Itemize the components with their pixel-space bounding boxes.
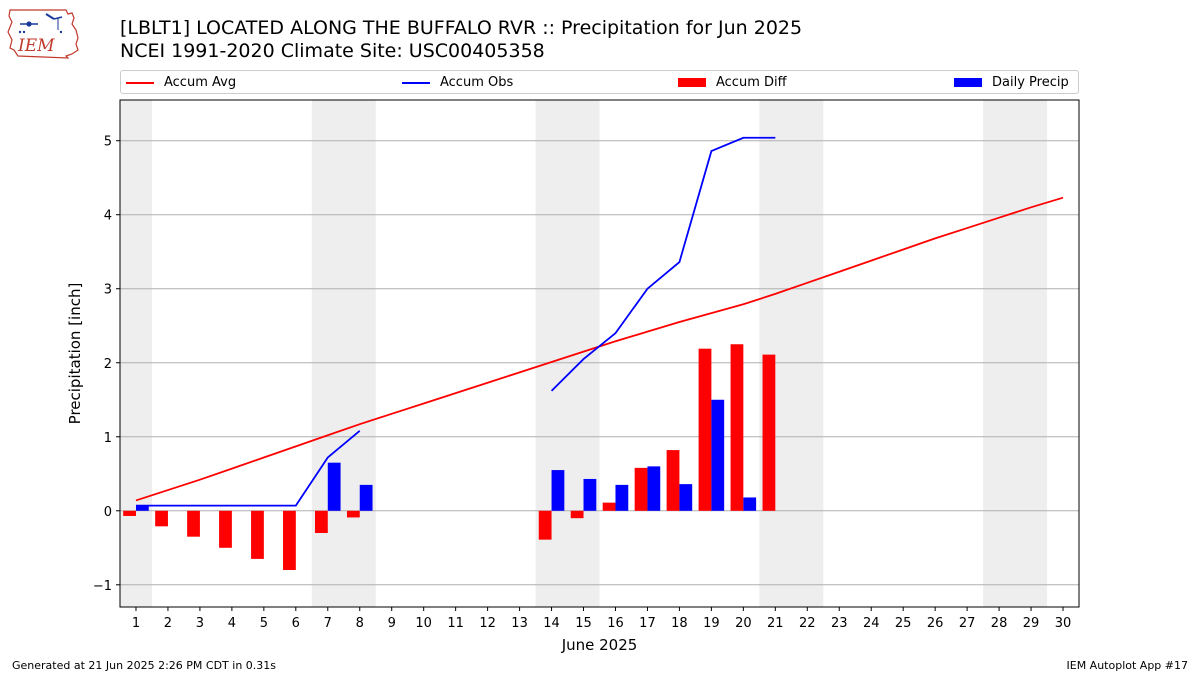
diff-bar-day-7 — [314, 510, 328, 533]
y-axis-label: Precipitation [inch] — [66, 283, 84, 425]
x-tick-label-16: 16 — [607, 616, 624, 631]
diff-bar-day-5 — [251, 510, 264, 559]
legend-swatch-accum-diff — [678, 78, 706, 87]
x-tick-label-24: 24 — [863, 616, 880, 631]
x-tick-label-5: 5 — [260, 616, 268, 631]
x-tick-label-6: 6 — [292, 616, 300, 631]
y-tick-label-4: 3 — [104, 283, 112, 298]
logo-text: IEM — [17, 36, 55, 56]
x-tick-label-26: 26 — [927, 616, 944, 631]
y-tick-label-0: −1 — [93, 579, 112, 594]
y-tick-label-3: 2 — [104, 357, 112, 372]
chart-legend: Accum Avg Accum Obs Accum Diff Daily Pre… — [120, 70, 1079, 94]
x-tick-label-3: 3 — [196, 616, 204, 631]
x-tick-label-20: 20 — [735, 616, 752, 631]
weekend-shade-4 — [983, 100, 1048, 607]
y-tick-label-5: 4 — [104, 209, 112, 224]
diff-bar-day-14 — [538, 510, 552, 540]
generated-note: Generated at 21 Jun 2025 2:26 PM CDT in … — [12, 659, 277, 672]
legend-label-daily-precip: Daily Precip — [992, 75, 1069, 90]
weekend-shade-0 — [120, 100, 152, 607]
x-tick-label-1: 1 — [132, 616, 140, 631]
x-tick-label-30: 30 — [1055, 616, 1072, 631]
diff-bar-day-20 — [730, 344, 744, 511]
diff-bar-day-2 — [155, 510, 168, 527]
diff-bar-day-16 — [602, 502, 616, 511]
diff-bar-day-4 — [219, 510, 232, 548]
x-tick-label-8: 8 — [356, 616, 364, 631]
daily-bar-day-14 — [551, 470, 565, 511]
daily-bar-day-8 — [359, 484, 373, 511]
daily-bar-day-15 — [583, 478, 597, 511]
y-tick-label-1: 0 — [104, 505, 112, 520]
y-tick-label-2: 1 — [104, 431, 112, 446]
diff-bar-day-18 — [666, 450, 680, 511]
daily-bar-day-16 — [615, 484, 629, 511]
x-tick-label-10: 10 — [415, 616, 432, 631]
diff-bar-day-19 — [698, 348, 712, 511]
diff-bar-day-17 — [634, 467, 648, 511]
x-tick-label-4: 4 — [228, 616, 236, 631]
x-tick-label-15: 15 — [575, 616, 592, 631]
accum-obs-line-0 — [135, 430, 361, 507]
accum-obs-line-1 — [550, 136, 776, 392]
x-tick-label-22: 22 — [799, 616, 816, 631]
diff-bar-day-21 — [762, 354, 776, 511]
daily-bar-day-18 — [679, 484, 693, 511]
diff-bar-day-15 — [570, 510, 584, 519]
diff-bar-day-3 — [187, 510, 200, 537]
x-tick-label-2: 2 — [164, 616, 172, 631]
daily-bar-day-17 — [647, 466, 661, 511]
x-tick-label-19: 19 — [703, 616, 720, 631]
x-tick-label-17: 17 — [639, 616, 656, 631]
iem-logo: IEM — [6, 4, 82, 60]
x-tick-label-23: 23 — [831, 616, 848, 631]
daily-bar-day-7 — [327, 462, 341, 511]
daily-bar-day-19 — [711, 399, 725, 511]
x-tick-label-7: 7 — [324, 616, 332, 631]
app-credit: IEM Autoplot App #17 — [1066, 659, 1189, 672]
x-axis-label: June 2025 — [561, 636, 638, 654]
diff-bar-day-1 — [123, 510, 136, 516]
plot-frame — [119, 99, 1080, 608]
daily-bar-day-1 — [135, 505, 149, 511]
y-tick-label-6: 5 — [104, 135, 112, 150]
x-tick-label-25: 25 — [895, 616, 912, 631]
x-tick-label-21: 21 — [767, 616, 784, 631]
x-tick-label-27: 27 — [959, 616, 976, 631]
legend-label-accum-obs: Accum Obs — [440, 75, 514, 90]
x-tick-label-11: 11 — [447, 616, 464, 631]
x-tick-label-12: 12 — [479, 616, 496, 631]
x-tick-label-18: 18 — [671, 616, 688, 631]
chart-subtitle: NCEI 1991-2020 Climate Site: USC00405358 — [120, 40, 545, 62]
x-tick-label-29: 29 — [1023, 616, 1040, 631]
chart-title: [LBLT1] LOCATED ALONG THE BUFFALO RVR ::… — [120, 17, 803, 39]
legend-label-accum-diff: Accum Diff — [716, 75, 787, 90]
legend-label-accum-avg: Accum Avg — [164, 75, 237, 90]
x-tick-label-14: 14 — [543, 616, 560, 631]
x-tick-label-13: 13 — [511, 616, 528, 631]
legend-swatch-accum-obs — [402, 82, 430, 84]
daily-bar-day-20 — [743, 497, 757, 511]
x-tick-label-9: 9 — [388, 616, 396, 631]
weekend-shade-3 — [759, 100, 824, 607]
legend-swatch-accum-avg — [126, 82, 154, 84]
legend-swatch-daily-precip — [954, 78, 982, 87]
diff-bar-day-8 — [346, 510, 360, 518]
x-tick-label-28: 28 — [991, 616, 1008, 631]
diff-bar-day-6 — [283, 510, 296, 570]
